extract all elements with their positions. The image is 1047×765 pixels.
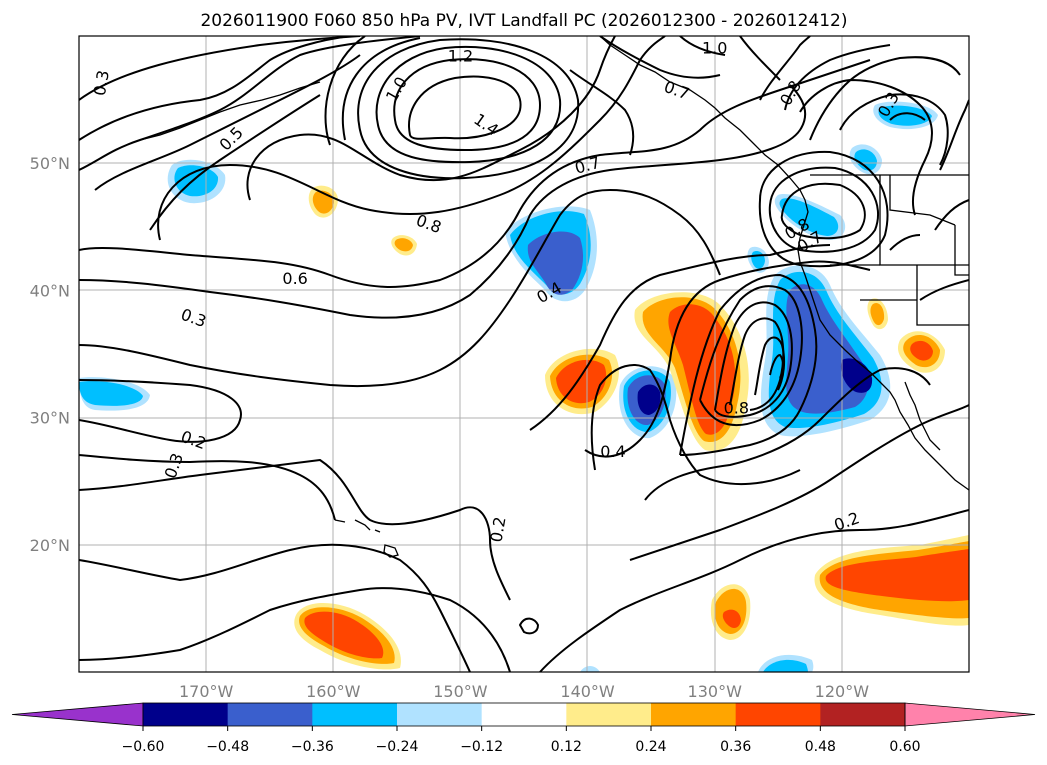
- colorbar-segment: [735, 703, 821, 726]
- colorbar-tick-label: −0.12: [460, 739, 503, 755]
- lat-tick-label: 40°N: [30, 281, 70, 300]
- colorbar-segment: [143, 703, 229, 726]
- colorbar-segment: [227, 703, 313, 726]
- pv-contours: [79, 36, 969, 672]
- colorbar-segment: [566, 703, 652, 726]
- colorbar-segment: [481, 703, 567, 726]
- longitude-tick-labels: 170°W 160°W 150°W 140°W 130°W 120°W: [179, 682, 869, 701]
- colorbar-tick-label: 0.24: [635, 739, 666, 755]
- colorbar-tick-label: −0.60: [122, 739, 165, 755]
- lon-tick-label: 120°W: [815, 682, 870, 701]
- colorbar-segment: [397, 703, 483, 726]
- map-title: 2026011900 F060 850 hPa PV, IVT Landfall…: [200, 11, 847, 31]
- map-panel: 0.30.51.01.21.41.00.7 0.8 0.30.70.80.60.30…: [79, 36, 969, 672]
- lon-tick-label: 160°W: [306, 682, 361, 701]
- latitude-tick-labels: 20°N 30°N 40°N 50°N: [30, 154, 70, 555]
- map-frame: [78, 35, 970, 673]
- contour-label: 0.2: [487, 515, 510, 543]
- lon-tick-label: 130°W: [688, 682, 743, 701]
- colorbar-tick-label: 0.48: [805, 739, 836, 755]
- lat-tick-label: 30°N: [30, 409, 70, 428]
- colorbar-segment: [651, 703, 737, 726]
- lon-tick-label: 150°W: [433, 682, 488, 701]
- lat-tick-label: 50°N: [30, 154, 70, 173]
- colorbar-extend-low: [11, 702, 144, 727]
- colorbar-tick-label: 0.12: [551, 739, 582, 755]
- colorbar-segment: [820, 703, 906, 726]
- coastlines: [139, 36, 969, 558]
- contour-label: 1.0: [702, 39, 727, 58]
- lon-tick-label: 170°W: [179, 682, 234, 701]
- colorbar-frame: [142, 702, 906, 727]
- colorbar-tick-label: 0.60: [889, 739, 920, 755]
- colorbar: −0.60 −0.48 −0.36 −0.24 −0.12 0.12 0.24 0.36 0.4…: [11, 702, 1036, 755]
- contour-label: 0.8: [724, 399, 749, 418]
- contour-label: 0.3: [90, 69, 113, 97]
- shading-layer: [79, 101, 969, 672]
- colorbar-tick-label: −0.48: [206, 739, 249, 755]
- colorbar-tick-label: −0.36: [291, 739, 334, 755]
- colorbar-tick-label: 0.36: [720, 739, 751, 755]
- lon-tick-label: 140°W: [560, 682, 615, 701]
- lat-tick-label: 20°N: [30, 536, 70, 555]
- contour-label: 1.2: [448, 46, 473, 65]
- contour-label: 0.4: [600, 442, 625, 461]
- colorbar-tick-label: −0.24: [376, 739, 419, 755]
- colorbar-extend-high: [904, 702, 1036, 727]
- contour-label: 0.6: [282, 269, 307, 288]
- colorbar-segment: [312, 703, 398, 726]
